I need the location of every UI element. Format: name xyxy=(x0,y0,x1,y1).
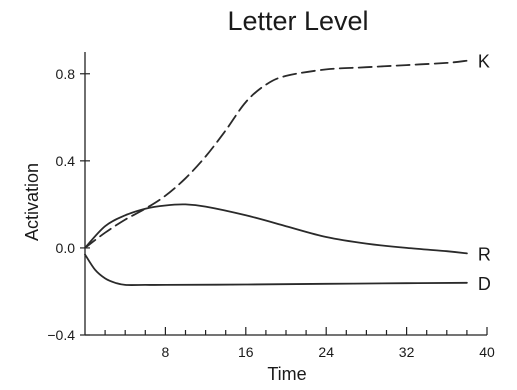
axes: −0.4 0.0 0.4 0.8 8 16 24 32 40 xyxy=(47,52,495,360)
series-lines xyxy=(84,59,468,286)
y-tick-label: 0.8 xyxy=(56,66,76,82)
series-label-r: R xyxy=(478,244,491,264)
y-tick-label: 0.4 xyxy=(56,153,76,169)
series-line-d xyxy=(84,253,468,286)
series-label-k: K xyxy=(478,52,490,72)
x-tick-label: 24 xyxy=(318,344,334,360)
x-tick-label: 16 xyxy=(238,344,254,360)
y-tick-label: 0.0 xyxy=(56,240,76,256)
series-line-k xyxy=(84,59,468,249)
series-labels: K RD xyxy=(478,52,491,294)
series-line-r xyxy=(84,203,468,255)
x-tick-label: 32 xyxy=(399,344,415,360)
chart-title: Letter Level xyxy=(227,6,368,36)
y-tick-label: −0.4 xyxy=(47,327,75,343)
x-tick-label: 40 xyxy=(479,344,495,360)
y-axis-label: Activation xyxy=(22,163,42,241)
series-label-d: D xyxy=(478,274,491,294)
x-tick-label: 8 xyxy=(162,344,170,360)
x-axis-label: Time xyxy=(267,364,306,384)
